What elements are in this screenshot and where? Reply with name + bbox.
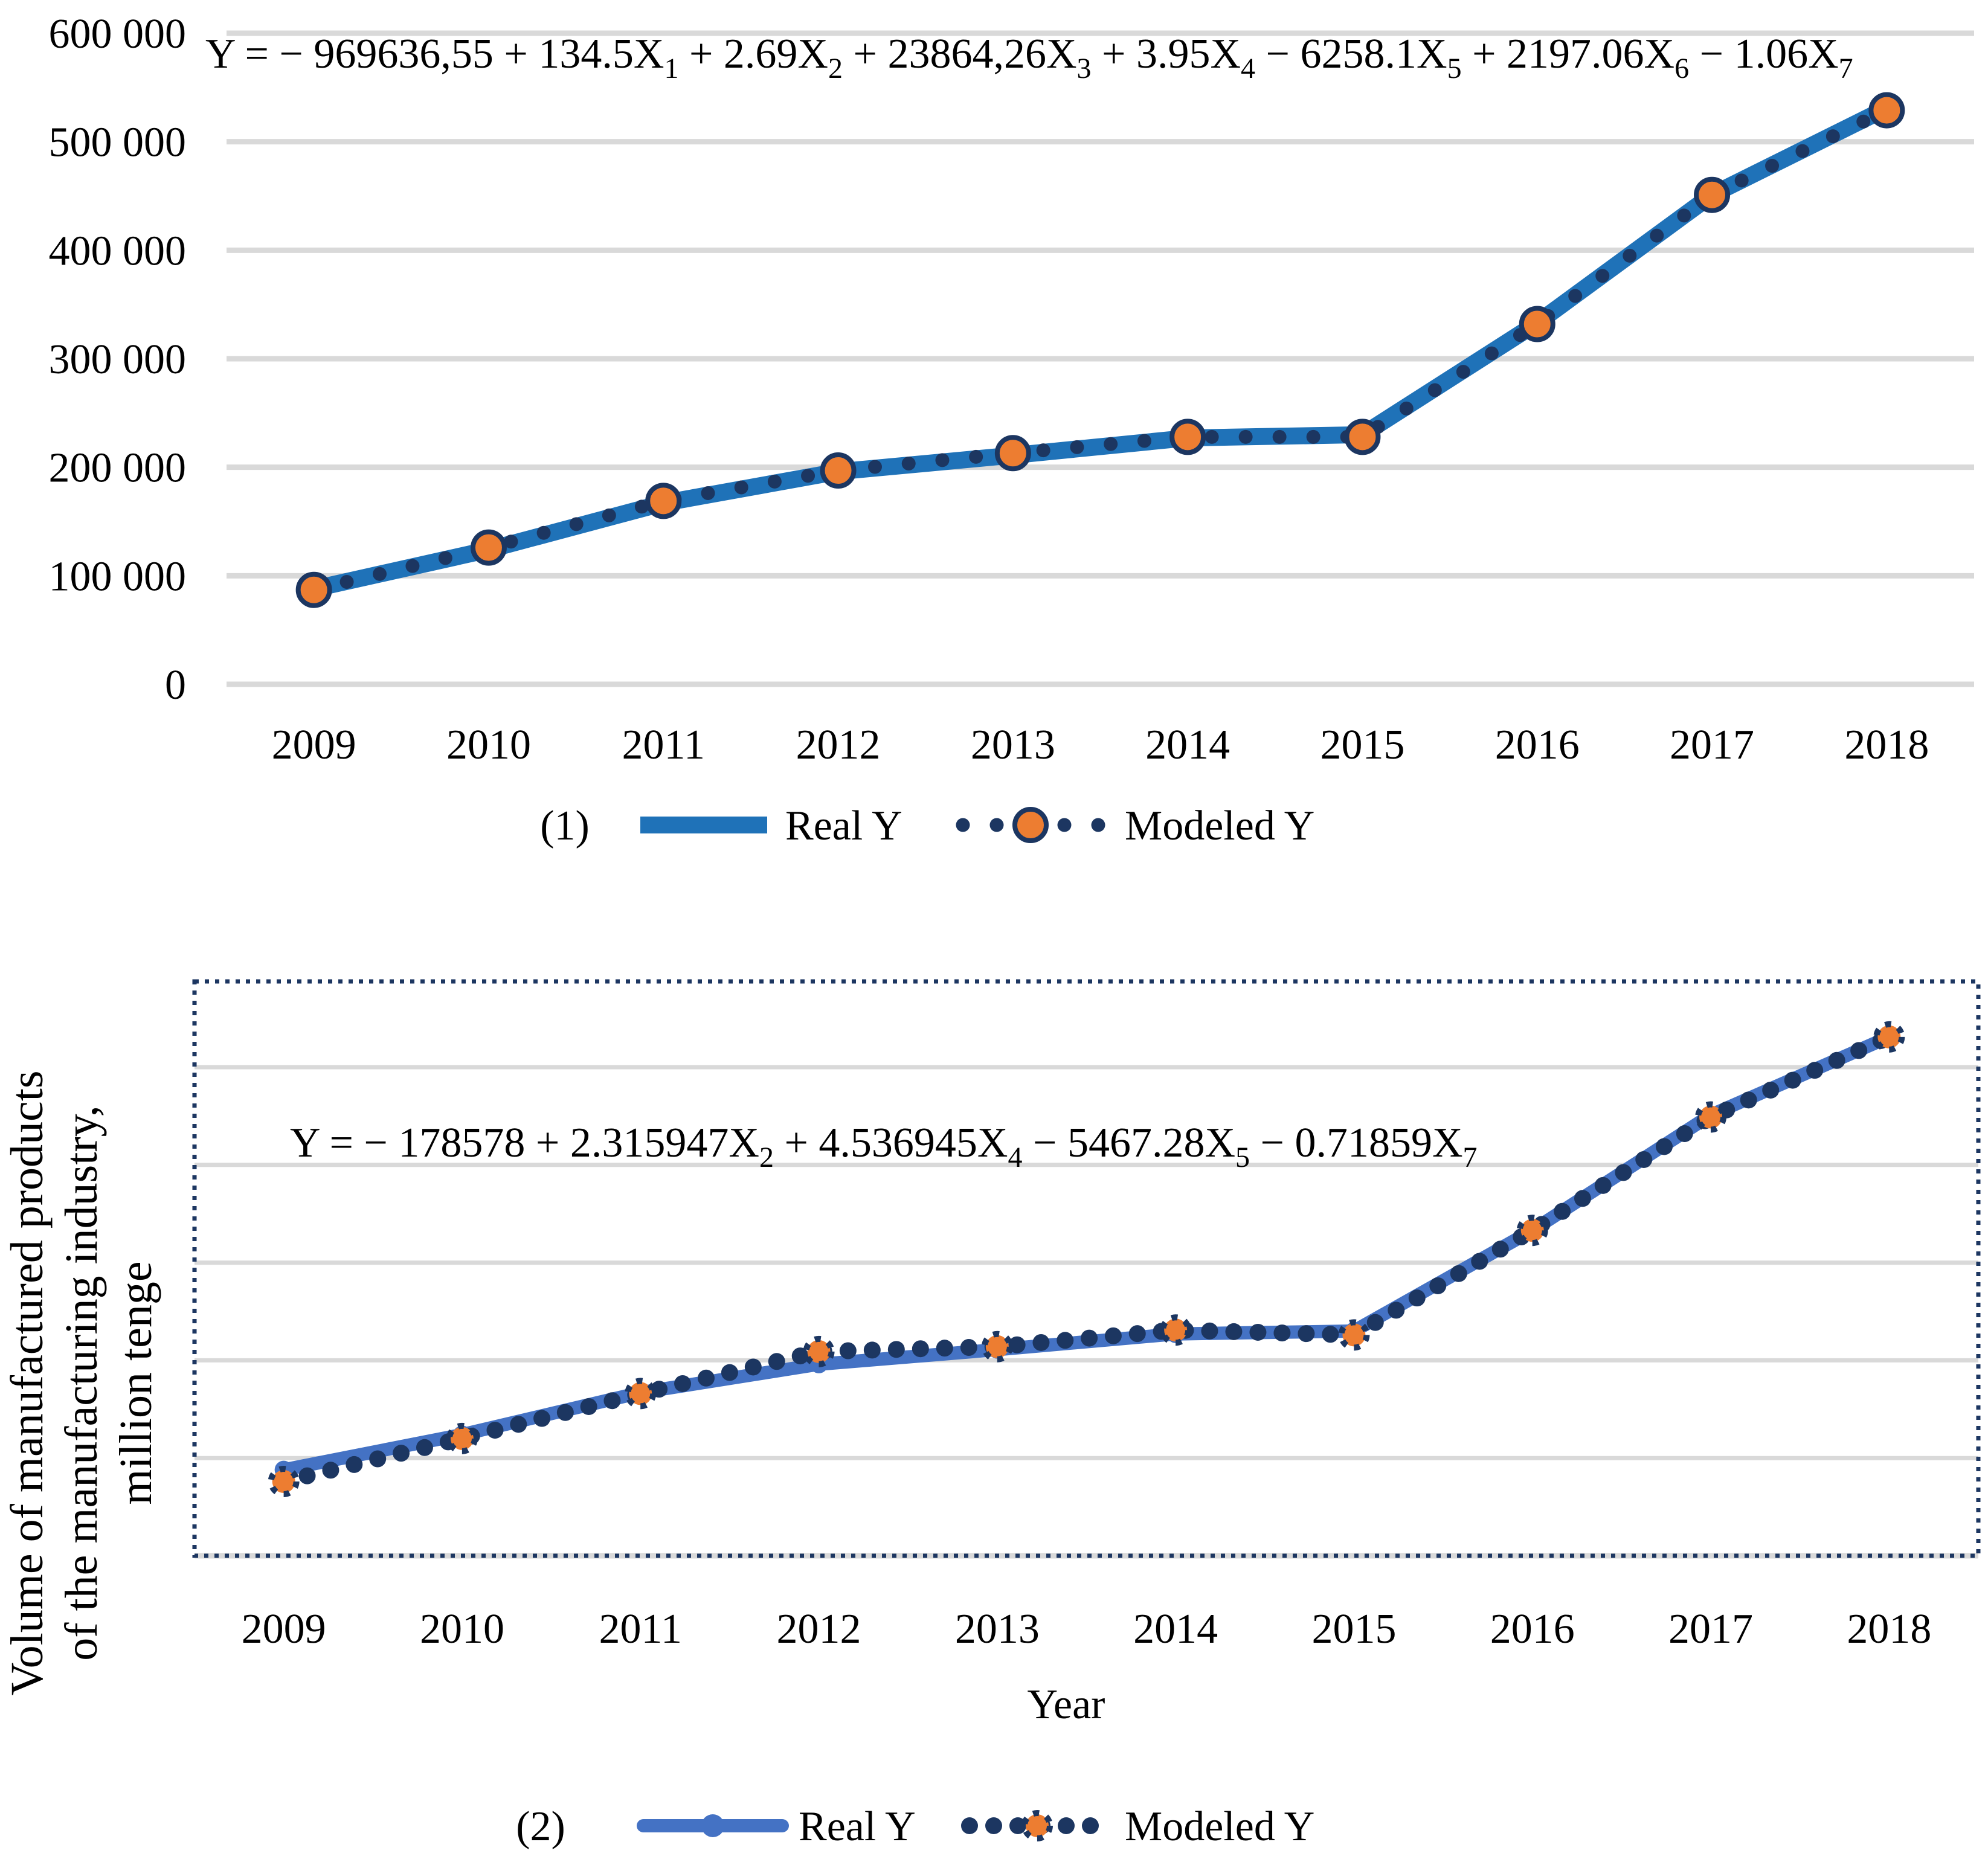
panel-2-label: (2)	[516, 1803, 565, 1850]
x-tick-label: 2018	[1844, 722, 1929, 768]
modeled-y-star-marker	[625, 1378, 657, 1410]
x-tick-label: 2016	[1495, 722, 1580, 768]
modeled-y-star-marker	[981, 1331, 1013, 1363]
equation-panel-1: Y = − 969636,55 + 134.5X1 + 2.69X2 + 238…	[205, 31, 1853, 85]
modeled-y-marker	[470, 529, 507, 566]
x-tick-label: 2017	[1668, 1606, 1753, 1652]
x-tick-label: 2009	[242, 1606, 326, 1652]
real-y-line	[305, 99, 1896, 597]
modeled-y-marker	[994, 435, 1031, 472]
legend-real-label: Real Y	[785, 803, 902, 849]
x-tick-label: 2014	[1145, 722, 1230, 768]
y-tick-label: 200 000	[49, 445, 187, 492]
plot-border-dotted	[192, 979, 1981, 1558]
modeled-y-marker	[820, 452, 857, 489]
x-tick-label: 2013	[971, 722, 1055, 768]
x-tick-label: 2014	[1133, 1606, 1218, 1652]
x-tick-label: 2011	[599, 1606, 682, 1652]
y-tick-label: 300 000	[49, 336, 187, 383]
modeled-y-marker	[1519, 306, 1555, 342]
modeled-y-marker	[1694, 176, 1731, 213]
y-tick-label: 500 000	[49, 120, 187, 166]
modeled-y-marker	[1868, 92, 1905, 129]
modeled-y-star-marker	[1695, 1101, 1727, 1133]
legend-modeled-marker	[1021, 1810, 1053, 1841]
y-axis-title-line: million tenge	[111, 1261, 161, 1504]
chart-panel-1: 600 000 500 000 400 000 300 000 200 000 100 0…	[49, 11, 1974, 849]
modeled-y-marker	[295, 571, 332, 608]
y-tick-label: 600 000	[49, 11, 187, 57]
modeled-y-star-marker	[446, 1422, 478, 1454]
legend-modeled-marker	[1012, 807, 1049, 843]
modeled-y-star-marker	[1516, 1215, 1548, 1247]
x-tick-label: 2013	[955, 1606, 1040, 1652]
chart-panel-2: Y = − 178578 + 2.315947X2 + 4.536945X4 −…	[2, 979, 1981, 1850]
modeled-y-marker	[1344, 419, 1381, 455]
x-tick-label: 2016	[1490, 1606, 1575, 1652]
x-tick-label: 2017	[1670, 722, 1754, 768]
y-axis-title-line: Volume of manufactured products	[2, 1071, 53, 1696]
x-tick-label: 2015	[1311, 1606, 1396, 1652]
x-tick-label: 2010	[420, 1606, 504, 1652]
x-tick-label: 2018	[1847, 1606, 1931, 1652]
panel-1-label: (1)	[540, 803, 590, 849]
x-axis-title: Year	[1028, 1681, 1105, 1728]
legend-modeled-label: Modeled Y	[1125, 1803, 1314, 1850]
modeled-y-dotted-line	[307, 103, 1894, 597]
y-axis-title-line: of the manufacturing industry,	[56, 1105, 107, 1661]
modeled-y-marker	[1169, 419, 1206, 455]
x-tick-label: 2012	[796, 722, 881, 768]
modeled-y-star-marker	[268, 1466, 300, 1498]
modeled-y-star-marker	[1338, 1319, 1370, 1351]
y-tick-label: 0	[165, 662, 186, 708]
legend-modeled-label: Modeled Y	[1125, 803, 1314, 849]
y-tick-label: 400 000	[49, 228, 187, 274]
x-tick-label: 2009	[272, 722, 356, 768]
modeled-y-dotted-line	[275, 1028, 1898, 1491]
legend-real-marker	[701, 1814, 724, 1837]
modeled-y-star-marker	[1873, 1021, 1905, 1053]
legend-real-label: Real Y	[799, 1803, 916, 1850]
x-tick-label: 2010	[446, 722, 531, 768]
modeled-y-marker	[645, 483, 682, 519]
y-tick-label: 100 000	[49, 553, 187, 600]
x-tick-label: 2015	[1320, 722, 1404, 768]
real-y-line	[277, 1030, 1896, 1477]
x-tick-label: 2011	[622, 722, 705, 768]
equation-panel-2: Y = − 178578 + 2.315947X2 + 4.536945X4 −…	[290, 1120, 1478, 1173]
x-tick-label: 2012	[777, 1606, 861, 1652]
